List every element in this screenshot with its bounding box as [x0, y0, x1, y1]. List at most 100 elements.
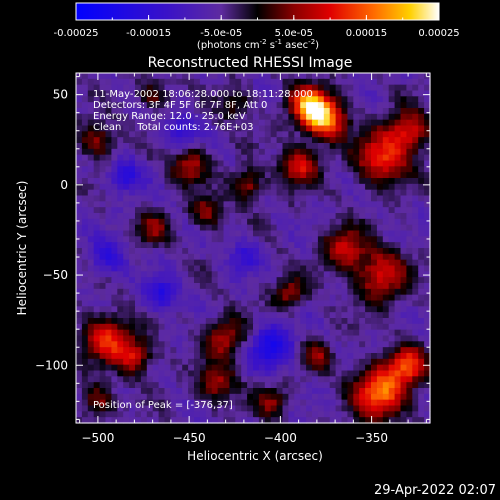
heatmap-cell [223, 376, 230, 383]
heatmap-cell [329, 96, 337, 103]
heatmap-cell [300, 236, 307, 243]
heatmap-cell [146, 148, 154, 156]
heatmap-cell [229, 90, 236, 97]
heatmap-cell [341, 253, 348, 261]
heatmap-cell [276, 137, 284, 144]
heatmap-cell [365, 242, 372, 249]
heatmap-cell [276, 306, 284, 313]
heatmap-cell [300, 90, 307, 97]
heatmap-cell [129, 382, 136, 389]
heatmap-cell [205, 329, 213, 337]
heatmap-cell [341, 189, 348, 197]
heatmap-cell [306, 96, 313, 103]
heatmap-cell [253, 283, 260, 290]
heatmap-cell [253, 236, 260, 243]
heatmap-cell [264, 335, 272, 342]
heatmap-cell [400, 376, 407, 383]
heatmap-cell [194, 189, 201, 197]
heatmap-cell [276, 78, 284, 86]
heatmap-cell [87, 329, 95, 337]
heatmap-cell [323, 137, 331, 144]
heatmap-cell [306, 248, 313, 255]
heatmap-cell [81, 353, 89, 360]
heatmap-cell [276, 341, 284, 348]
heatmap-cell [406, 253, 413, 261]
heatmap-cell [264, 154, 272, 162]
heatmap-cell [229, 376, 236, 383]
heatmap-cell [276, 417, 284, 424]
heatmap-cell [235, 277, 242, 284]
heatmap-cell [317, 224, 325, 232]
heatmap-cell [382, 242, 390, 249]
heatmap-cell [247, 248, 254, 255]
heatmap-cell [164, 370, 171, 377]
heatmap-cell [123, 288, 130, 296]
heatmap-cell [146, 405, 154, 412]
heatmap-cell [371, 90, 378, 97]
heatmap-cell [294, 131, 301, 138]
heatmap-cell [365, 84, 372, 92]
heatmap-cell [282, 417, 289, 424]
heatmap-cell [282, 125, 289, 132]
heatmap-cell [347, 370, 354, 377]
heatmap-cell [270, 353, 278, 360]
heatmap-cell [253, 166, 260, 173]
heatmap-cell [247, 312, 254, 319]
heatmap-cell [199, 265, 207, 272]
heatmap-cell [81, 119, 89, 127]
heatmap-cell [264, 358, 272, 366]
heatmap-cell [359, 78, 366, 86]
heatmap-cell [217, 312, 225, 319]
heatmap-cell [288, 84, 295, 92]
heatmap-cell [117, 178, 124, 185]
heatmap-cell [406, 329, 413, 337]
heatmap-cell [424, 218, 431, 226]
heatmap-cell [418, 405, 425, 412]
heatmap-cell [105, 358, 112, 366]
heatmap-cell [264, 382, 272, 389]
heatmap-cell [105, 178, 112, 185]
heatmap-cell [276, 265, 284, 272]
heatmap-cell [365, 218, 372, 226]
heatmap-cell [205, 102, 213, 109]
heatmap-cell [317, 189, 325, 197]
heatmap-cell [217, 405, 225, 412]
heatmap-cell [111, 288, 118, 296]
heatmap-cell [341, 370, 348, 377]
heatmap-cell [140, 108, 148, 115]
heatmap-cell [288, 166, 295, 173]
heatmap-cell [170, 224, 177, 232]
heatmap-cell [176, 189, 183, 197]
heatmap-cell [282, 195, 289, 202]
heatmap-cell [258, 178, 266, 185]
heatmap-cell [329, 417, 337, 424]
heatmap-cell [188, 253, 195, 261]
heatmap-cell [359, 183, 366, 191]
heatmap-cell [81, 90, 89, 97]
heatmap-cell [341, 294, 348, 302]
heatmap-cell [247, 294, 254, 302]
heatmap-cell [129, 323, 136, 331]
heatmap-cell [258, 143, 266, 150]
heatmap-cell [123, 399, 130, 407]
heatmap-cell [335, 364, 343, 372]
heatmap-cell [365, 318, 372, 325]
heatmap-cell [164, 236, 171, 243]
heatmap-cell [276, 143, 284, 150]
heatmap-cell [247, 172, 254, 179]
heatmap-cell [111, 242, 118, 249]
heatmap-cell [347, 393, 354, 401]
heatmap-cell [335, 90, 343, 97]
heatmap-cell [247, 195, 254, 202]
heatmap-cell [111, 154, 118, 162]
heatmap-cell [276, 96, 284, 103]
heatmap-cell [99, 399, 107, 407]
heatmap-cell [194, 183, 201, 191]
heatmap-cell [170, 341, 177, 348]
heatmap-cell [99, 347, 107, 354]
heatmap-cell [205, 90, 213, 97]
heatmap-cell [170, 417, 177, 424]
heatmap-cell [211, 329, 219, 337]
heatmap-cell [140, 125, 148, 132]
heatmap-cell [146, 96, 154, 103]
